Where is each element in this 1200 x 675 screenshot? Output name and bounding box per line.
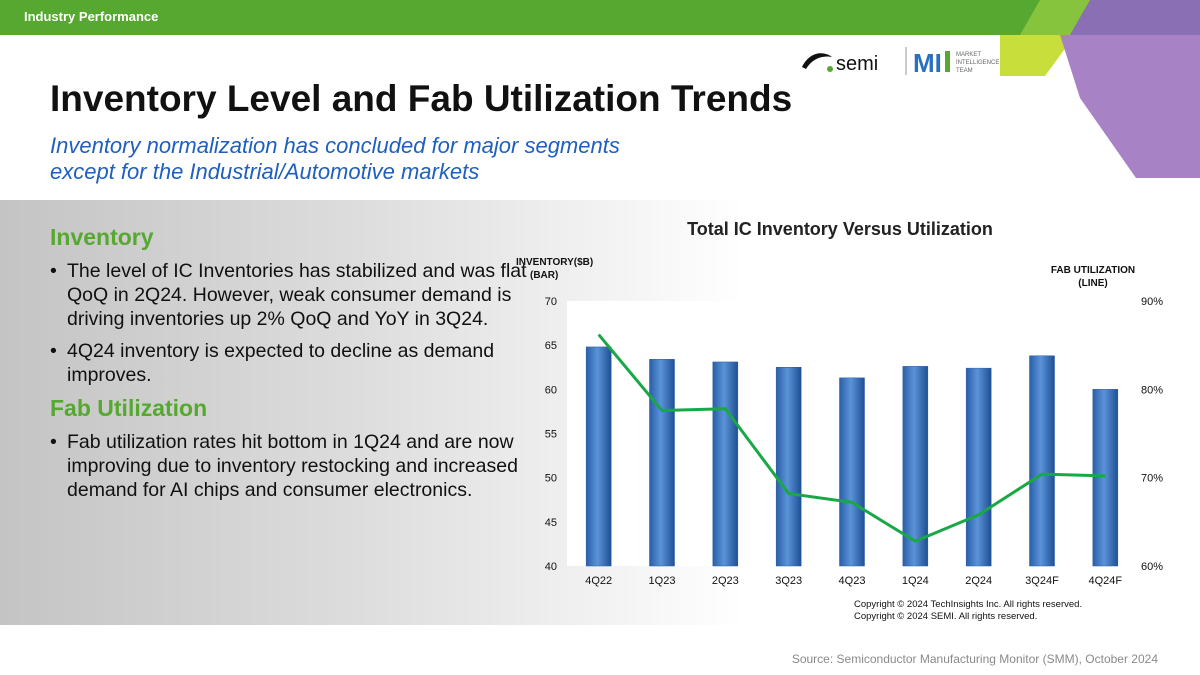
x-tick-label: 4Q24F: [1089, 575, 1123, 587]
left-axis-label-line-2: (BAR): [530, 270, 558, 281]
subtitle-line-2: except for the Industrial/Automotive mar…: [50, 159, 480, 184]
inventory-bar: [775, 367, 802, 567]
inventory-bullet-1: The level of IC Inventories has stabiliz…: [50, 259, 530, 331]
semi-mit-logo: semi MI MARKET INTELLIGENCE TEAM: [802, 47, 999, 77]
x-tick-label: 4Q22: [585, 575, 612, 587]
inventory-bar: [965, 367, 992, 567]
left-tick-label: 50: [545, 473, 557, 485]
inventory-bar: [585, 346, 612, 567]
inventory-bar: [839, 377, 865, 567]
x-tick-label: 4Q23: [839, 575, 866, 587]
fab-utilization-bullets: Fab utilization rates hit bottom in 1Q24…: [50, 430, 530, 502]
x-tick-label: 1Q24: [902, 575, 929, 587]
x-tick-label: 2Q23: [712, 575, 739, 587]
section-label: Industry Performance: [24, 9, 159, 24]
top-banner: Industry Performance: [0, 0, 1200, 35]
x-tick-label: 2Q24: [965, 575, 992, 587]
left-tick-label: 55: [545, 429, 557, 441]
x-axis-labels: 4Q22 1Q23 2Q23 3Q23 4Q23 1Q24 2Q24 3Q24F 4Q24F: [585, 575, 1122, 587]
inventory-bar: [902, 366, 929, 567]
x-tick-label: 3Q23: [775, 575, 802, 587]
right-axis-label-line-2: (LINE): [1078, 278, 1107, 289]
inventory-bars: [585, 346, 1119, 567]
mit-wordmark: MI: [913, 48, 942, 77]
inventory-bullet-2: 4Q24 inventory is expected to decline as…: [50, 339, 530, 387]
inventory-heading: Inventory: [50, 224, 154, 250]
inventory-bullets: The level of IC Inventories has stabiliz…: [50, 259, 530, 387]
left-tick-label: 45: [545, 517, 557, 529]
left-tick-label: 40: [545, 561, 557, 573]
chart-title: Total IC Inventory Versus Utilization: [687, 219, 993, 239]
team-line-2: INTELLIGENCE: [956, 60, 999, 66]
semi-swoosh-icon: [802, 53, 832, 69]
x-tick-label: 3Q24F: [1025, 575, 1059, 587]
slide-title: Inventory Level and Fab Utilization Tren…: [50, 78, 793, 119]
slide-subtitle: Inventory normalization has concluded fo…: [50, 133, 750, 185]
left-axis-ticks: 40 45 50 55 60 65 70: [545, 296, 557, 573]
team-line-1: MARKET: [956, 52, 981, 58]
inventory-bar: [649, 359, 675, 567]
right-tick-label: 90%: [1141, 296, 1163, 308]
copyright-line-1: Copyright © 2024 TechInsights Inc. All r…: [854, 599, 1082, 610]
semi-wordmark: semi: [836, 53, 878, 75]
text-column: Inventory The level of IC Inventories ha…: [50, 224, 530, 510]
left-tick-label: 60: [545, 384, 557, 396]
x-tick-label: 1Q23: [649, 575, 676, 587]
left-tick-label: 70: [545, 296, 557, 308]
right-tick-label: 70%: [1141, 473, 1163, 485]
inventory-bar: [1092, 389, 1119, 567]
source-note: Source: Semiconductor Manufacturing Moni…: [791, 652, 1158, 666]
inventory-utilization-chart: Total IC Inventory Versus Utilization IN…: [516, 219, 1163, 622]
inventory-bar: [712, 361, 739, 567]
left-axis-label-line-1: INVENTORY($B): [516, 257, 593, 268]
left-tick-label: 65: [545, 340, 557, 352]
copyright-line-2: Copyright © 2024 SEMI. All rights reserv…: [854, 611, 1037, 622]
utilization-line: [597, 333, 1106, 543]
fab-utilization-heading: Fab Utilization: [50, 395, 208, 421]
fab-utilization-bullet-1: Fab utilization rates hit bottom in 1Q24…: [50, 430, 530, 502]
right-axis-label-line-1: FAB UTILIZATION: [1051, 265, 1135, 276]
right-axis-ticks: 60% 70% 80% 90%: [1141, 296, 1163, 573]
team-line-3: TEAM: [956, 68, 973, 74]
right-tick-label: 80%: [1141, 384, 1163, 396]
inventory-bar: [1029, 355, 1055, 567]
right-tick-label: 60%: [1141, 561, 1163, 573]
subtitle-line-1: Inventory normalization has concluded fo…: [50, 133, 620, 158]
